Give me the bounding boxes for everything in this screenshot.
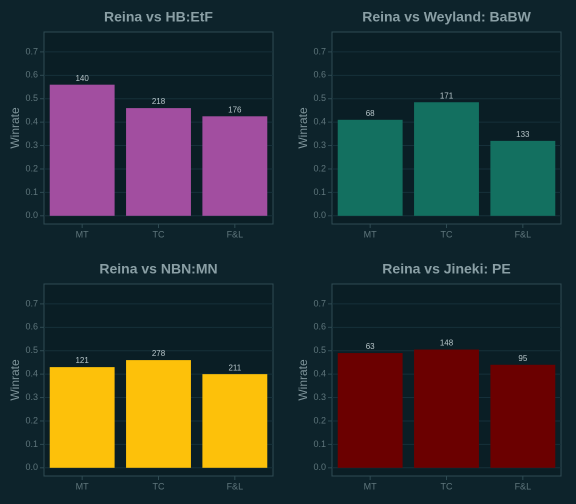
y-tick-label: 0.6	[313, 322, 326, 332]
y-tick-label: 0.0	[313, 210, 326, 220]
x-tick-label: TC	[441, 481, 453, 491]
bar-count-label: 121	[75, 356, 89, 365]
y-tick-label: 0.7	[25, 298, 38, 308]
bar-count-label: 133	[516, 130, 530, 139]
y-axis-label: Winrate	[8, 359, 22, 401]
x-tick-label: F&L	[515, 481, 532, 491]
x-tick-label: F&L	[515, 229, 532, 239]
y-tick-label: 0.2	[25, 415, 38, 425]
y-tick-label: 0.5	[313, 93, 326, 103]
bar	[202, 116, 268, 216]
y-tick-label: 0.1	[313, 439, 326, 449]
chart-title: Reina vs Jineki: PE	[382, 261, 510, 277]
chart-title: Reina vs Weyland: BaBW	[362, 9, 531, 25]
bar	[414, 349, 479, 468]
y-tick-label: 0.3	[313, 140, 326, 150]
x-tick-label: F&L	[227, 229, 244, 239]
bar-count-label: 95	[518, 354, 527, 363]
y-tick-label: 0.3	[313, 392, 326, 402]
bar-count-label: 176	[228, 105, 242, 114]
bar	[490, 140, 556, 216]
y-tick-label: 0.6	[25, 322, 38, 332]
bar-count-label: 218	[152, 97, 166, 106]
bar	[126, 108, 191, 216]
bar	[337, 119, 403, 216]
y-tick-label: 0.6	[313, 70, 326, 80]
bar	[337, 353, 403, 468]
x-tick-label: MT	[364, 229, 377, 239]
y-axis-label: Winrate	[8, 107, 22, 149]
x-tick-label: F&L	[227, 481, 244, 491]
y-tick-label: 0.4	[313, 369, 326, 379]
bar	[202, 374, 268, 468]
bar	[414, 102, 479, 216]
bar-count-label: 148	[440, 339, 454, 348]
x-tick-label: MT	[76, 481, 89, 491]
x-tick-label: MT	[76, 229, 89, 239]
y-axis-label: Winrate	[296, 359, 310, 401]
y-tick-label: 0.1	[25, 187, 38, 197]
bar-count-label: 171	[440, 91, 454, 100]
chart-title: Reina vs HB:EtF	[104, 9, 213, 25]
y-tick-label: 0.0	[313, 462, 326, 472]
y-tick-label: 0.2	[25, 163, 38, 173]
y-tick-label: 0.7	[25, 46, 38, 56]
x-tick-label: TC	[441, 229, 453, 239]
y-tick-label: 0.1	[313, 187, 326, 197]
bar	[490, 364, 556, 468]
bar-count-label: 211	[228, 363, 241, 372]
y-tick-label: 0.3	[25, 140, 38, 150]
y-tick-label: 0.5	[313, 345, 326, 355]
y-tick-label: 0.2	[313, 415, 326, 425]
x-tick-label: TC	[153, 481, 165, 491]
y-tick-label: 0.0	[25, 210, 38, 220]
y-tick-label: 0.1	[25, 439, 38, 449]
y-tick-label: 0.5	[25, 93, 38, 103]
y-tick-label: 0.2	[313, 163, 326, 173]
y-tick-label: 0.4	[25, 369, 38, 379]
y-axis-label: Winrate	[296, 107, 310, 149]
bar-count-label: 140	[75, 74, 89, 83]
y-tick-label: 0.7	[313, 46, 326, 56]
y-tick-label: 0.4	[25, 117, 38, 127]
bar	[126, 360, 191, 468]
y-tick-label: 0.3	[25, 392, 38, 402]
x-tick-label: MT	[364, 481, 377, 491]
y-tick-label: 0.5	[25, 345, 38, 355]
bar	[49, 84, 115, 216]
y-tick-label: 0.4	[313, 117, 326, 127]
y-tick-label: 0.6	[25, 70, 38, 80]
bar-count-label: 63	[366, 342, 375, 351]
bar	[49, 367, 115, 468]
bar-count-label: 68	[366, 109, 375, 118]
x-tick-label: TC	[153, 229, 165, 239]
y-tick-label: 0.7	[313, 298, 326, 308]
bar-count-label: 278	[152, 349, 166, 358]
y-tick-label: 0.0	[25, 462, 38, 472]
chart-title: Reina vs NBN:MN	[99, 261, 217, 277]
